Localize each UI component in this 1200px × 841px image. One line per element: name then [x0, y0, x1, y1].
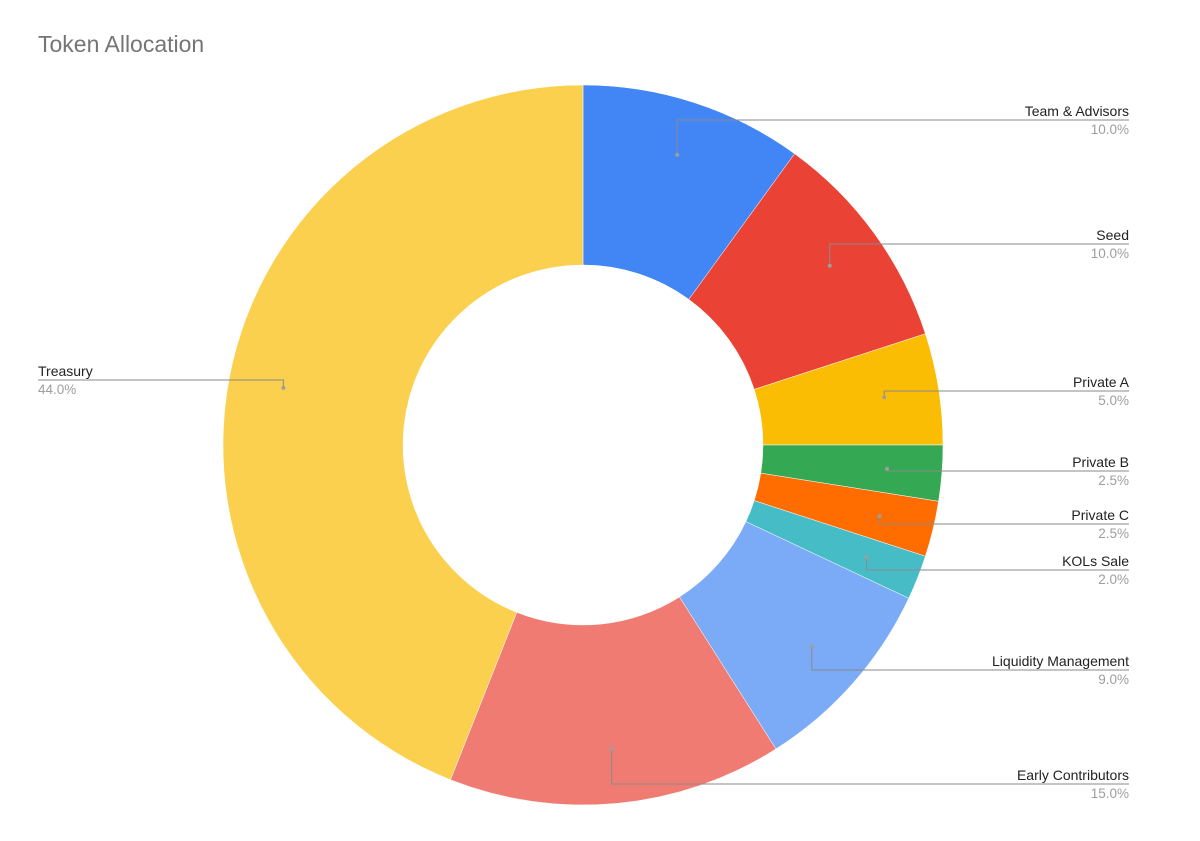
leader-line-liquidity-management: [811, 646, 1129, 671]
slice-label-private-c: Private C: [1071, 507, 1129, 523]
slice-label-kols-sale: KOLs Sale: [1062, 553, 1129, 569]
leader-dot-team-advisors: [675, 152, 680, 157]
leader-line-kols-sale: [866, 557, 1129, 571]
leader-line-treasury: [38, 379, 284, 388]
slice-label-private-b: Private B: [1072, 454, 1129, 470]
chart-title: Token Allocation: [38, 31, 205, 57]
slice-label-early-contributors: Early Contributors: [1017, 767, 1129, 783]
slice-percent-private-b: 2.5%: [1098, 473, 1129, 488]
labels-group: Team & Advisors 10.0% Seed 10.0% Private A 5.…: [38, 103, 1130, 801]
slice-label-treasury: Treasury: [38, 363, 93, 379]
leader-dot-kols-sale: [864, 555, 869, 560]
slice-treasury: [222, 84, 584, 781]
leader-dot-private-a: [882, 395, 887, 400]
slice-percent-liquidity-management: 9.0%: [1098, 672, 1129, 687]
leader-dot-early-contributors: [609, 746, 614, 751]
leader-lines-group: [38, 119, 1129, 785]
slice-percent-seed: 10.0%: [1091, 246, 1129, 261]
slice-percent-team-advisors: 10.0%: [1091, 122, 1129, 137]
leader-line-private-a: [883, 390, 1129, 398]
leader-dot-private-b: [885, 466, 890, 471]
slice-percent-early-contributors: 15.0%: [1091, 786, 1129, 801]
slice-percent-treasury: 44.0%: [38, 382, 76, 397]
slice-percent-private-c: 2.5%: [1098, 526, 1129, 541]
leader-line-early-contributors: [611, 748, 1129, 785]
leader-line-seed: [829, 243, 1129, 266]
slice-percent-kols-sale: 2.0%: [1098, 572, 1129, 587]
slices-group: [222, 84, 944, 806]
leader-dot-treasury: [281, 385, 286, 390]
slice-label-seed: Seed: [1096, 227, 1129, 243]
leader-dot-liquidity-management: [809, 644, 814, 649]
slice-percent-private-a: 5.0%: [1098, 393, 1129, 408]
leader-line-team-advisors: [676, 119, 1129, 155]
slice-label-team-advisors: Team & Advisors: [1025, 103, 1129, 119]
slice-early-contributors: [450, 596, 777, 806]
leader-line-private-c: [879, 516, 1129, 525]
leader-dot-seed: [827, 263, 832, 268]
leader-dot-private-c: [877, 514, 882, 519]
slice-label-private-a: Private A: [1073, 374, 1130, 390]
slice-label-liquidity-management: Liquidity Management: [992, 653, 1129, 669]
